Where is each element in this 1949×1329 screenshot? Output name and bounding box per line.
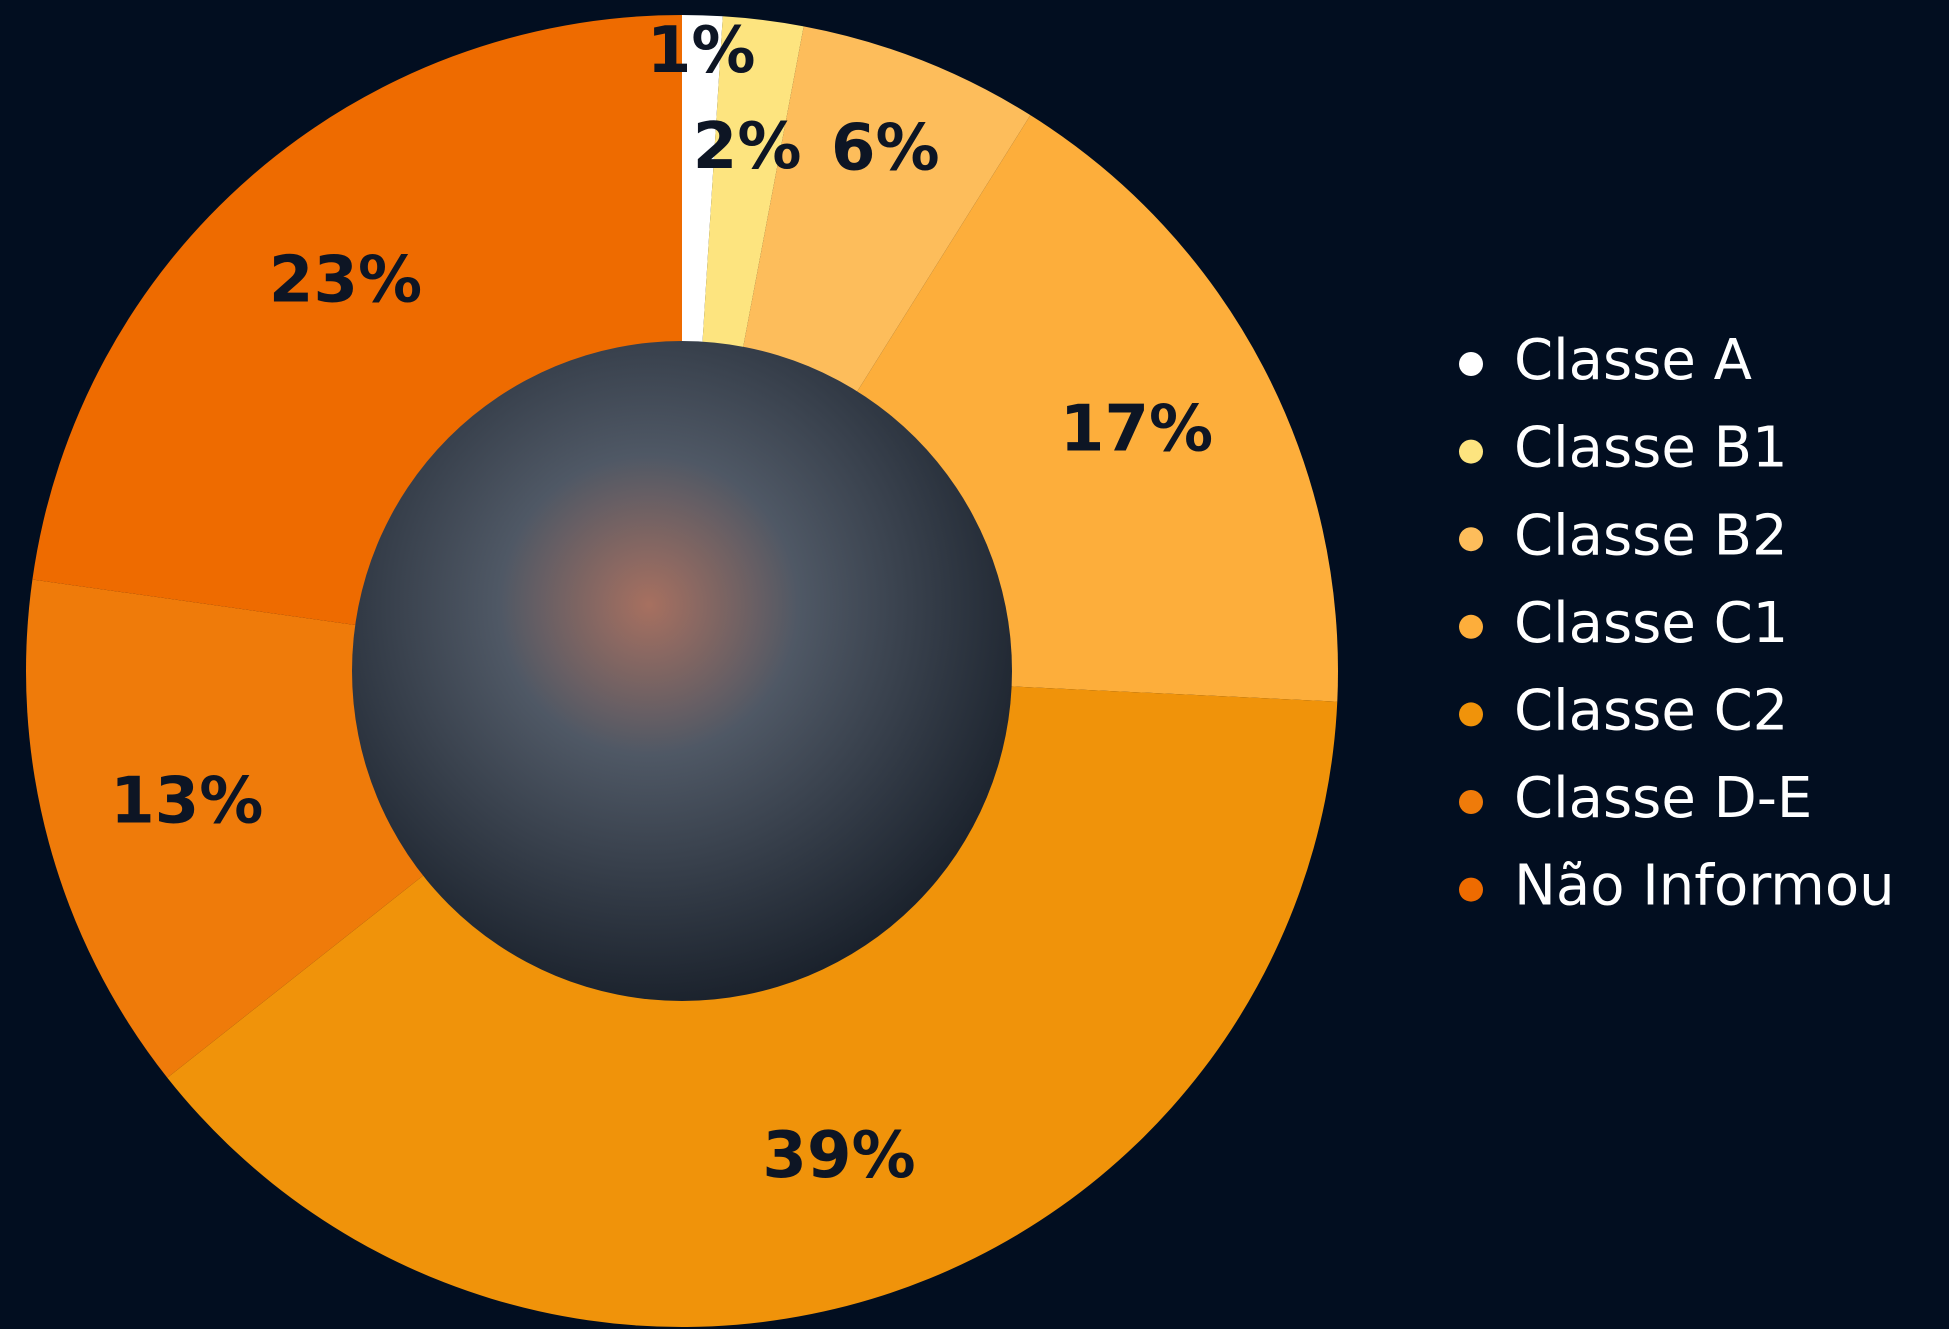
data-labels: 1% 2% 6% 17% 39% 13% 23%	[110, 14, 1213, 1193]
legend-marker	[1459, 702, 1483, 727]
legend-label: Classe B2	[1514, 503, 1788, 568]
legend-marker	[1459, 790, 1483, 814]
legend-marker	[1459, 352, 1483, 376]
data-label: 23%	[269, 243, 422, 317]
data-label: 17%	[1060, 393, 1213, 467]
legend-label: Classe C1	[1514, 591, 1788, 656]
data-label: 6%	[831, 111, 940, 185]
data-label: 39%	[762, 1119, 915, 1193]
center-photo	[352, 341, 1012, 1001]
slice	[167, 671, 1338, 1327]
legend-label: Não Informou	[1514, 854, 1895, 919]
data-label: 1%	[647, 14, 756, 88]
legend-label: Classe D-E	[1514, 766, 1812, 831]
legend-label: Classe C2	[1514, 679, 1788, 744]
legend-label: Classe B1	[1514, 416, 1788, 481]
legend-marker	[1459, 614, 1483, 639]
legend-marker	[1459, 439, 1483, 464]
legend-label: Classe A	[1514, 328, 1752, 393]
legend-marker	[1459, 527, 1483, 552]
data-label: 2%	[693, 110, 802, 184]
legend-marker	[1459, 877, 1483, 902]
legend: Classe A Classe B1 Classe B2 Classe C1 Class…	[1459, 328, 1895, 919]
data-label: 13%	[110, 765, 263, 839]
